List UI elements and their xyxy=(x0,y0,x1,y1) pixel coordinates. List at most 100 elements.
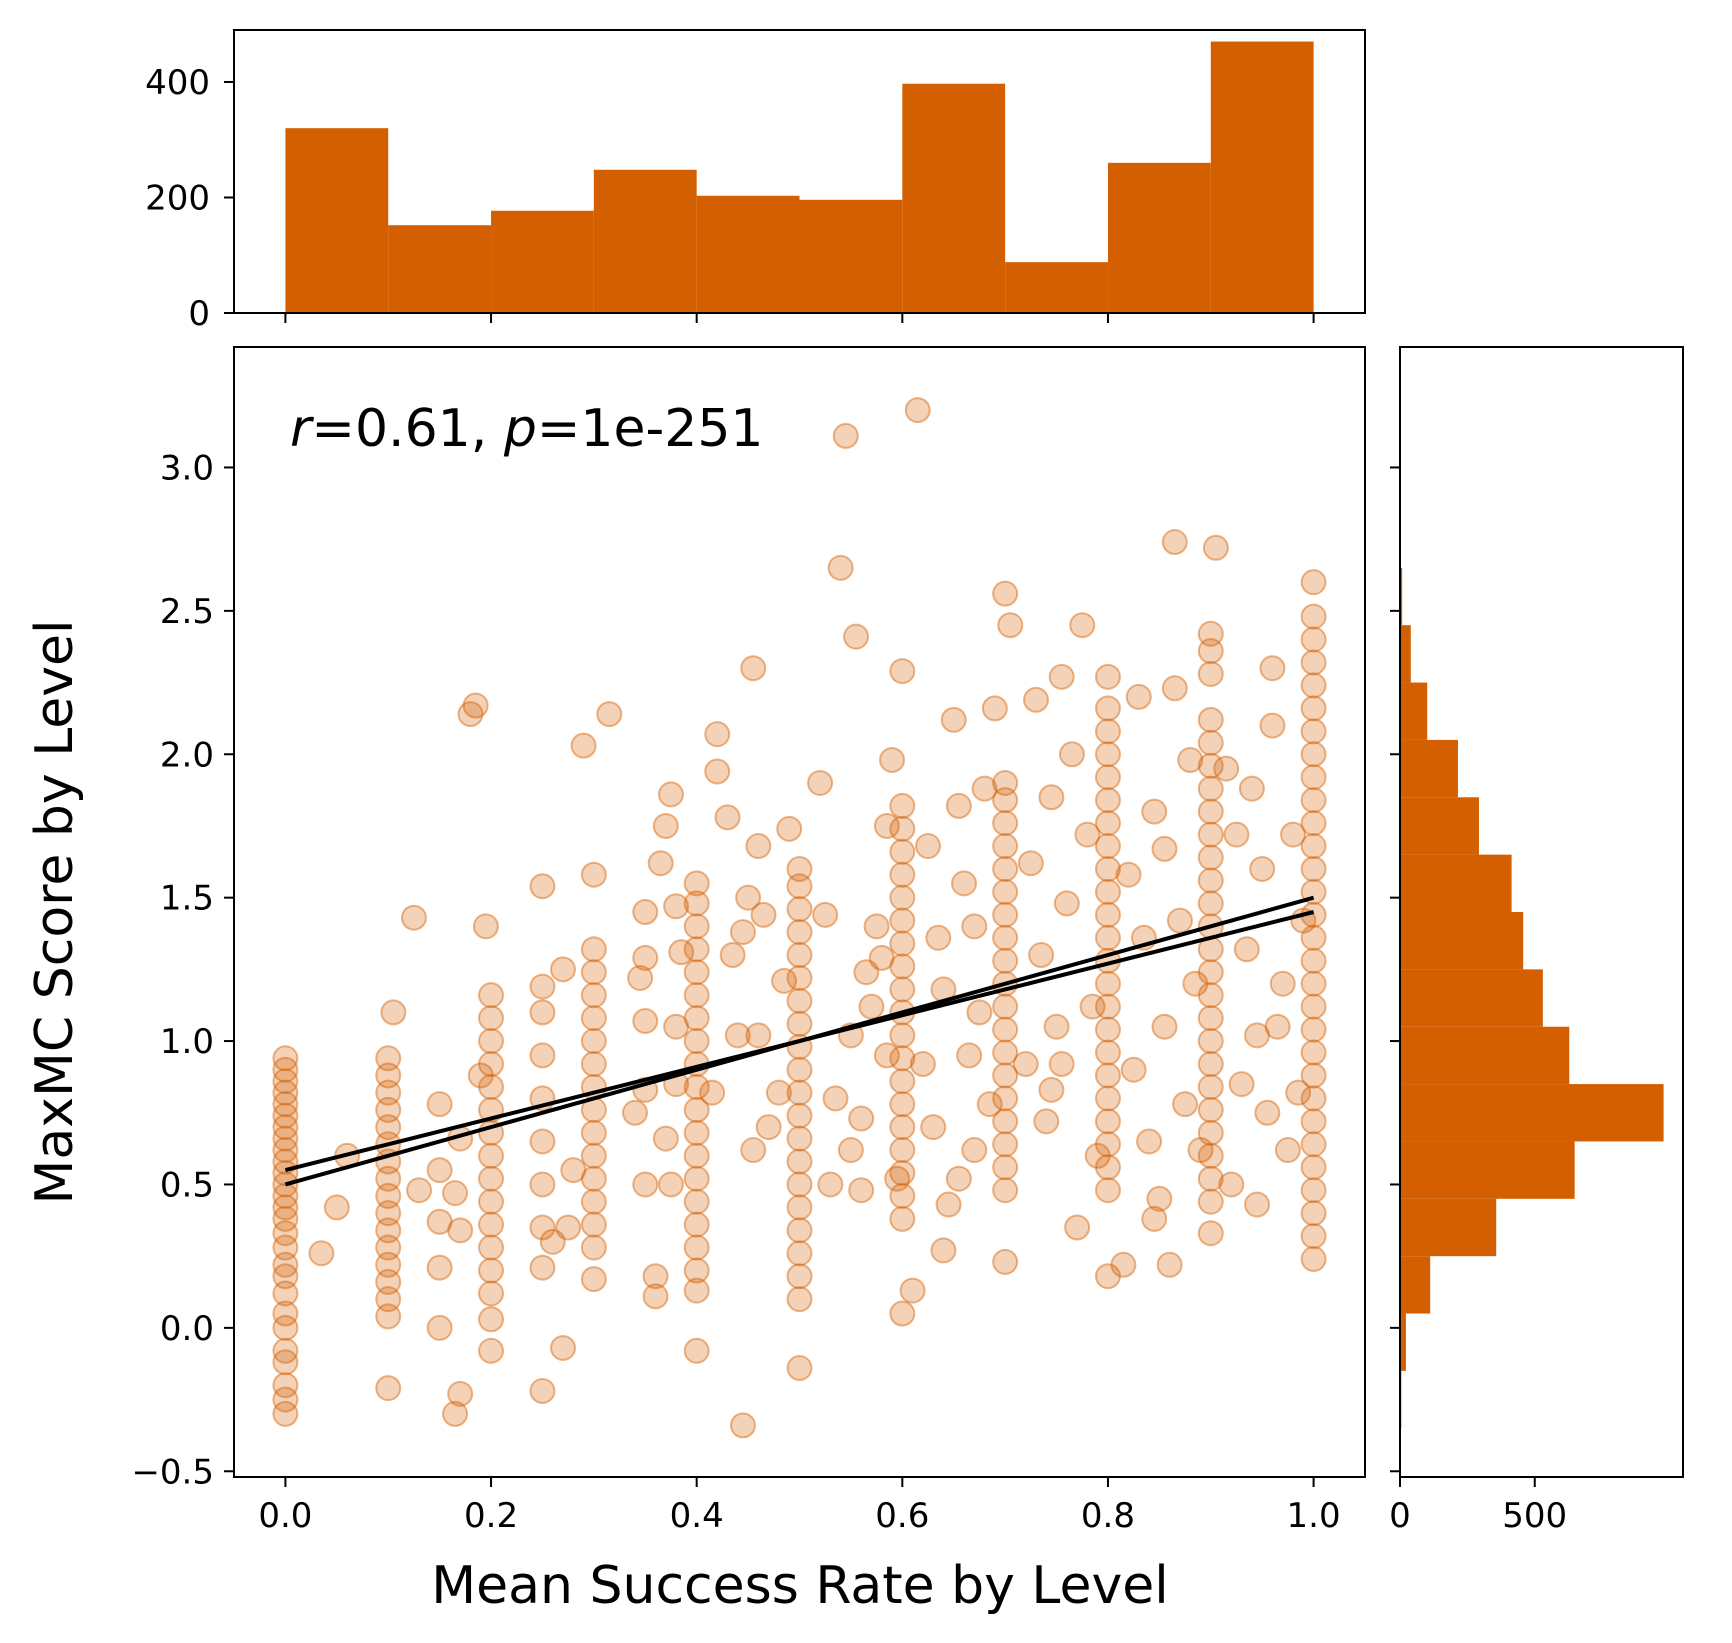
scatter-point xyxy=(1094,741,1121,768)
scatter-point xyxy=(1300,787,1327,814)
y-tick-label: 2.0 xyxy=(160,735,214,775)
y-tick-label: 3.0 xyxy=(160,448,214,488)
right-histogram: 0 500 xyxy=(1389,346,1684,1536)
scatter-point xyxy=(529,1128,556,1155)
x-tick-label: 0.8 xyxy=(1081,1496,1135,1536)
scatter-point xyxy=(580,1028,607,1055)
scatter-point xyxy=(889,861,916,888)
scatter-point xyxy=(467,1062,494,1089)
scatter-point xyxy=(375,1182,402,1209)
scatter-point xyxy=(1300,1062,1327,1089)
scatter-point xyxy=(992,878,1019,905)
scatter-point xyxy=(873,812,900,839)
p-value: =1e-251 xyxy=(537,399,764,459)
scatter-point xyxy=(1064,1214,1091,1241)
scatter-point xyxy=(375,1079,402,1106)
scatter-point xyxy=(683,1277,710,1304)
scatter-point xyxy=(1033,1108,1060,1135)
scatter-point xyxy=(375,1165,402,1192)
scatter-point xyxy=(375,1268,402,1295)
scatter-point xyxy=(663,1013,690,1040)
right-histogram-bar xyxy=(1400,739,1458,798)
scatter-point xyxy=(442,1400,469,1427)
scatter-point xyxy=(683,1096,710,1123)
scatter-point xyxy=(272,1194,299,1221)
scatter-point xyxy=(580,1211,607,1238)
scatter-point xyxy=(1197,798,1224,825)
scatter-point xyxy=(961,913,988,940)
scatter-point xyxy=(889,815,916,842)
scatter-point xyxy=(1274,1137,1301,1164)
scatter-point xyxy=(375,1251,402,1278)
right-histogram-bar xyxy=(1400,625,1411,683)
scatter-point xyxy=(1197,1051,1224,1078)
regression-lines xyxy=(284,895,1315,1187)
scatter-point xyxy=(1151,1013,1178,1040)
scatter-point xyxy=(1197,660,1224,687)
scatter-point xyxy=(1300,1177,1327,1204)
scatter-point xyxy=(272,1300,299,1327)
scatter-point xyxy=(555,1214,582,1241)
scatter-point xyxy=(683,1188,710,1215)
scatter-point xyxy=(1244,1191,1271,1218)
scatter-point xyxy=(1197,959,1224,986)
scatter-point xyxy=(1300,1200,1327,1227)
scatter-point xyxy=(765,1079,792,1106)
right-histogram-bar xyxy=(1400,1256,1431,1314)
scatter-point xyxy=(683,1211,710,1238)
scatter-point xyxy=(1094,878,1121,905)
scatter-point xyxy=(776,815,803,842)
scatter-point xyxy=(1058,741,1085,768)
scatter-point xyxy=(771,967,798,994)
scatter-point xyxy=(1280,821,1307,848)
scatter-point xyxy=(375,1217,402,1244)
x-tick-label: 1.0 xyxy=(1287,1496,1341,1536)
scatter-point xyxy=(1094,695,1121,722)
scatter-point xyxy=(580,1266,607,1293)
scatter-point xyxy=(915,833,942,860)
scatter-point xyxy=(899,1277,926,1304)
scatter-point xyxy=(755,1114,782,1141)
scatter-point xyxy=(580,1188,607,1215)
scatter-point xyxy=(272,1056,299,1083)
right-histogram-frame xyxy=(1399,346,1684,1478)
scatter-point xyxy=(992,1062,1019,1089)
scatter-point xyxy=(478,1142,505,1169)
scatter-point xyxy=(272,1280,299,1307)
scatter-point xyxy=(735,884,762,911)
scatter-point xyxy=(570,732,597,759)
scatter-point xyxy=(1300,993,1327,1020)
scatter-point xyxy=(889,930,916,957)
scatter-point xyxy=(1197,1005,1224,1032)
scatter-point xyxy=(1300,1154,1327,1181)
scatter-point xyxy=(272,1234,299,1261)
scatter-point xyxy=(1017,850,1044,877)
scatter-point xyxy=(580,1119,607,1146)
top-histogram: 0 200 400 xyxy=(145,29,1366,334)
scatter-point xyxy=(683,1257,710,1284)
scatter-point xyxy=(889,838,916,865)
scatter-point xyxy=(812,901,839,928)
scatter-point xyxy=(1300,569,1327,596)
scatter-point xyxy=(375,1062,402,1089)
scatter-point xyxy=(478,1005,505,1032)
scatter-point xyxy=(1300,764,1327,791)
scatter-point xyxy=(1197,706,1224,733)
scatter-point xyxy=(992,1154,1019,1181)
scatter-x-ticks: 0.0 0.2 0.4 0.6 0.8 1.0 xyxy=(258,1477,1341,1536)
scatter-point xyxy=(1084,1142,1111,1169)
scatter-point xyxy=(596,701,623,728)
scatter-point xyxy=(1300,1131,1327,1158)
scatter-point xyxy=(1300,695,1327,722)
scatter-point xyxy=(1151,835,1178,862)
scatter-point xyxy=(1300,718,1327,745)
scatter-point xyxy=(375,1200,402,1227)
right-x-tick-label: 500 xyxy=(1502,1496,1567,1536)
scatter-point xyxy=(478,1337,505,1364)
scatter-point xyxy=(272,1386,299,1413)
scatter-point xyxy=(889,1068,916,1095)
scatter-point xyxy=(992,901,1019,928)
scatter-point xyxy=(786,1171,813,1198)
scatter-point xyxy=(1197,867,1224,894)
scatter-point xyxy=(683,1234,710,1261)
